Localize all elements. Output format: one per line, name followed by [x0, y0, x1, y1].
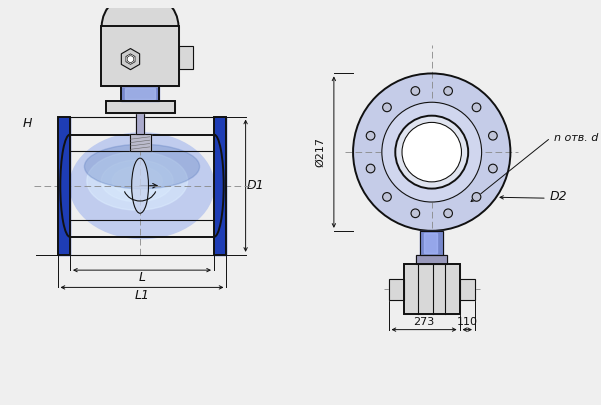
Bar — [404, 264, 460, 314]
Circle shape — [382, 102, 481, 202]
Ellipse shape — [132, 158, 148, 213]
Ellipse shape — [87, 152, 188, 210]
Ellipse shape — [70, 133, 214, 239]
Bar — [106, 101, 175, 113]
Circle shape — [127, 56, 134, 62]
Circle shape — [489, 132, 497, 140]
Circle shape — [366, 164, 375, 173]
Bar — [389, 279, 404, 300]
Bar — [106, 101, 175, 113]
Bar — [460, 279, 475, 300]
Circle shape — [402, 122, 462, 182]
Text: L1: L1 — [135, 289, 150, 302]
Polygon shape — [121, 49, 139, 70]
Circle shape — [383, 193, 391, 201]
Bar — [180, 46, 193, 69]
Bar — [130, 134, 151, 151]
Circle shape — [489, 164, 497, 173]
Text: Ø217: Ø217 — [316, 137, 326, 167]
Bar — [136, 113, 144, 134]
Circle shape — [383, 103, 391, 112]
Bar — [214, 117, 227, 255]
Ellipse shape — [84, 144, 200, 189]
Circle shape — [411, 87, 419, 95]
Circle shape — [395, 116, 468, 189]
Text: D1: D1 — [246, 179, 264, 192]
Bar — [121, 86, 159, 101]
Bar — [136, 113, 144, 134]
Bar — [125, 88, 156, 99]
Bar — [58, 117, 70, 255]
Circle shape — [444, 87, 453, 95]
Bar — [416, 255, 447, 264]
Circle shape — [444, 209, 453, 217]
Ellipse shape — [101, 160, 173, 202]
Circle shape — [472, 193, 481, 201]
Bar — [58, 117, 70, 255]
Circle shape — [472, 103, 481, 112]
Text: H: H — [23, 117, 32, 130]
Ellipse shape — [112, 166, 162, 196]
Text: L: L — [138, 271, 145, 284]
Bar — [424, 233, 438, 253]
Bar — [460, 279, 475, 300]
Text: 273: 273 — [413, 317, 435, 327]
Circle shape — [353, 73, 510, 231]
Text: D2: D2 — [550, 190, 567, 203]
Text: 110: 110 — [457, 317, 478, 327]
Bar — [420, 231, 444, 255]
Text: n отв. d: n отв. d — [554, 133, 598, 143]
Bar — [130, 134, 151, 151]
Bar — [404, 264, 460, 314]
Bar — [121, 86, 159, 101]
Bar — [420, 231, 444, 255]
Bar — [101, 26, 180, 86]
Wedge shape — [102, 0, 178, 26]
Bar — [214, 117, 227, 255]
Circle shape — [411, 209, 419, 217]
Bar — [101, 26, 180, 86]
Bar — [389, 279, 404, 300]
Bar — [180, 46, 193, 69]
Circle shape — [366, 132, 375, 140]
Bar — [416, 255, 447, 264]
